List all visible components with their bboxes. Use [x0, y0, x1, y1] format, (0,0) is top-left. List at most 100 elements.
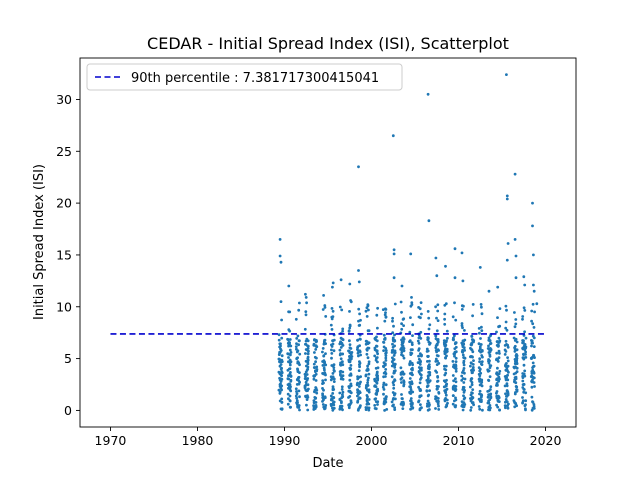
- data-point: [393, 350, 396, 353]
- data-point: [437, 349, 440, 352]
- data-point: [496, 343, 500, 346]
- data-point: [339, 363, 342, 366]
- data-point: [303, 377, 307, 380]
- data-point: [505, 382, 509, 386]
- data-point: [487, 351, 491, 354]
- data-point: [437, 408, 441, 411]
- data-point: [339, 336, 343, 340]
- data-point: [367, 308, 370, 312]
- data-point: [521, 315, 525, 318]
- data-point: [338, 353, 342, 357]
- data-point: [393, 344, 396, 348]
- data-point: [409, 316, 412, 319]
- data-point: [480, 378, 484, 382]
- data-point: [321, 400, 324, 403]
- data-point: [359, 353, 362, 357]
- data-point: [530, 395, 534, 399]
- legend-box: [86, 63, 403, 91]
- data-point: [504, 320, 508, 324]
- data-point: [367, 362, 371, 366]
- data-point: [469, 385, 472, 389]
- data-point: [312, 362, 316, 366]
- data-point: [488, 348, 491, 351]
- data-point: [507, 402, 510, 406]
- data-point: [417, 336, 421, 340]
- data-point: [401, 336, 405, 340]
- data-point: [375, 373, 379, 377]
- data-point: [469, 406, 473, 409]
- data-point: [382, 371, 386, 375]
- data-point: [358, 323, 362, 327]
- data-point: [329, 378, 333, 382]
- data-point: [399, 300, 403, 304]
- data-point: [338, 370, 342, 374]
- data-point: [437, 385, 440, 388]
- data-point: [390, 375, 394, 379]
- data-point: [306, 389, 309, 392]
- data-point: [444, 391, 447, 395]
- data-point: [402, 384, 406, 388]
- data-point: [312, 401, 316, 405]
- data-point: [454, 318, 458, 322]
- data-point: [498, 352, 501, 355]
- data-point: [312, 343, 316, 347]
- data-point: [382, 364, 385, 368]
- data-point: [426, 360, 429, 363]
- data-point: [515, 366, 519, 370]
- data-point: [331, 309, 335, 313]
- data-point: [487, 408, 490, 412]
- data-point: [531, 406, 535, 410]
- data-point: [333, 369, 336, 373]
- data-point: [289, 353, 292, 357]
- data-point: [341, 352, 344, 356]
- data-point: [338, 305, 342, 309]
- data-point: [531, 378, 534, 382]
- data-point: [324, 378, 327, 382]
- data-point: [470, 377, 474, 380]
- data-point: [444, 371, 448, 375]
- data-point: [428, 389, 431, 392]
- data-point: [506, 345, 510, 349]
- data-point: [408, 362, 412, 365]
- data-point: [401, 344, 405, 348]
- data-point: [436, 319, 440, 322]
- data-point: [313, 351, 316, 354]
- data-point: [393, 333, 396, 337]
- data-point: [524, 399, 528, 403]
- data-point: [324, 352, 327, 355]
- data-point: [506, 343, 510, 347]
- data-point: [522, 390, 526, 394]
- data-point: [445, 329, 449, 333]
- data-point: [332, 363, 336, 367]
- data-point: [488, 354, 492, 358]
- data-point: [307, 349, 310, 353]
- data-point: [339, 278, 343, 282]
- data-point: [451, 394, 455, 397]
- data-point: [497, 379, 500, 383]
- data-point: [296, 360, 300, 364]
- data-point: [375, 339, 379, 343]
- data-point: [471, 350, 475, 354]
- data-point: [382, 333, 386, 337]
- data-point: [304, 292, 307, 296]
- data-point: [460, 308, 464, 311]
- data-point: [286, 402, 290, 406]
- data-point: [306, 367, 310, 371]
- data-point: [358, 344, 361, 347]
- data-point: [323, 304, 327, 307]
- data-point: [470, 342, 473, 345]
- data-point: [435, 350, 438, 354]
- data-point: [341, 390, 345, 394]
- data-point: [376, 387, 379, 391]
- data-point: [384, 315, 388, 319]
- data-point: [339, 357, 343, 361]
- data-point: [461, 339, 465, 343]
- data-point: [434, 397, 437, 401]
- data-point: [305, 301, 308, 305]
- data-point: [358, 361, 362, 365]
- y-tick-label: 10: [56, 299, 72, 314]
- data-point: [495, 340, 499, 343]
- data-point: [454, 345, 458, 349]
- data-point: [278, 385, 282, 388]
- data-point: [428, 343, 431, 346]
